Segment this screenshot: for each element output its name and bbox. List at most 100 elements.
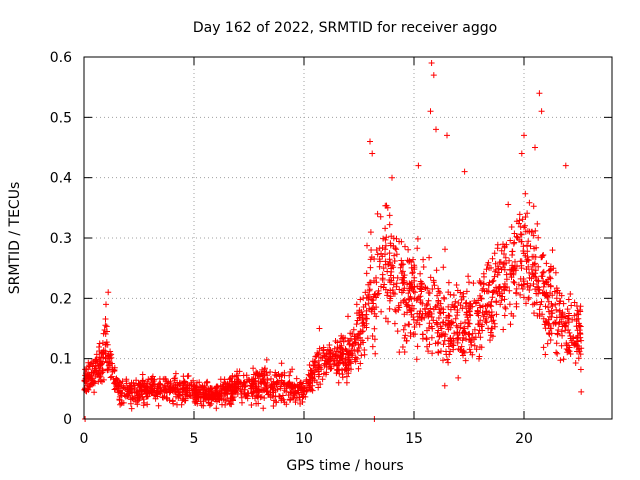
data-point (182, 397, 189, 404)
data-point (501, 251, 507, 257)
data-point (516, 211, 523, 218)
data-point (428, 323, 435, 330)
data-point (524, 210, 531, 217)
data-point (440, 357, 446, 364)
data-point (286, 397, 293, 404)
data-point (99, 360, 105, 367)
data-point (185, 372, 192, 379)
data-point (397, 299, 404, 306)
data-point (145, 376, 152, 383)
data-point (144, 401, 151, 408)
data-point (297, 379, 304, 386)
data-point (476, 353, 483, 360)
data-point (562, 327, 569, 334)
data-point (341, 367, 348, 373)
data-point (382, 261, 389, 268)
data-point (563, 340, 570, 347)
data-point (483, 266, 490, 273)
data-point (496, 285, 503, 292)
data-point (577, 323, 584, 330)
data-point (546, 267, 553, 274)
data-point (417, 270, 424, 277)
data-point (355, 365, 362, 372)
data-point (501, 244, 508, 251)
data-point (107, 352, 114, 359)
data-point (258, 379, 265, 386)
data-point (103, 301, 109, 308)
data-point (133, 390, 140, 397)
data-point (408, 264, 415, 271)
data-point (567, 333, 574, 339)
data-point (482, 318, 489, 324)
data-point (239, 399, 245, 406)
data-point (377, 213, 384, 220)
data-point (374, 210, 381, 217)
data-point (149, 381, 156, 387)
data-point (386, 221, 393, 228)
data-point (140, 377, 146, 384)
data-point (264, 383, 270, 390)
data-point (478, 344, 485, 351)
data-point (85, 376, 92, 382)
data-point (301, 388, 308, 395)
data-point (510, 271, 517, 278)
data-point (424, 343, 430, 350)
data-point (384, 292, 391, 299)
data-point (99, 349, 106, 356)
data-point (562, 323, 569, 330)
data-point (364, 242, 370, 249)
data-point (425, 297, 432, 304)
data-point (234, 376, 241, 383)
data-point (315, 373, 322, 380)
data-point (253, 392, 260, 399)
data-point (343, 379, 350, 386)
data-point (360, 328, 366, 335)
data-point (558, 312, 565, 318)
data-point (396, 304, 403, 311)
data-point (552, 319, 559, 326)
data-point (310, 369, 317, 376)
data-point (481, 311, 488, 318)
data-point (525, 296, 532, 303)
data-point (374, 291, 381, 298)
data-point (319, 376, 326, 383)
data-point (384, 268, 391, 275)
data-point (462, 319, 468, 326)
x-tick-label: 0 (80, 431, 89, 447)
data-point (573, 335, 580, 341)
data-point (558, 328, 565, 335)
data-point (413, 320, 420, 326)
data-point (368, 247, 375, 253)
data-point (237, 379, 244, 386)
data-point (403, 337, 410, 344)
data-point (407, 329, 414, 336)
data-point (482, 303, 489, 310)
data-point (343, 373, 350, 380)
data-point (315, 384, 322, 391)
data-point (501, 266, 508, 273)
data-point (316, 345, 323, 352)
data-point (455, 374, 462, 381)
data-point (175, 389, 182, 396)
data-point (279, 392, 286, 399)
data-point (462, 357, 469, 364)
data-point (513, 233, 520, 240)
data-point (397, 264, 404, 271)
data-point (489, 278, 496, 285)
data-point (471, 326, 478, 333)
data-point (229, 384, 236, 391)
data-point (118, 400, 125, 407)
data-point (298, 385, 304, 392)
data-point (105, 362, 112, 369)
data-point (387, 293, 394, 300)
data-point (192, 384, 199, 391)
data-point (498, 297, 505, 304)
data-point (572, 340, 579, 347)
data-point (447, 340, 454, 347)
data-point (396, 286, 403, 293)
data-point (409, 270, 416, 277)
data-point (472, 334, 479, 341)
data-point (84, 386, 91, 393)
data-point (265, 391, 271, 398)
data-point (425, 289, 432, 296)
